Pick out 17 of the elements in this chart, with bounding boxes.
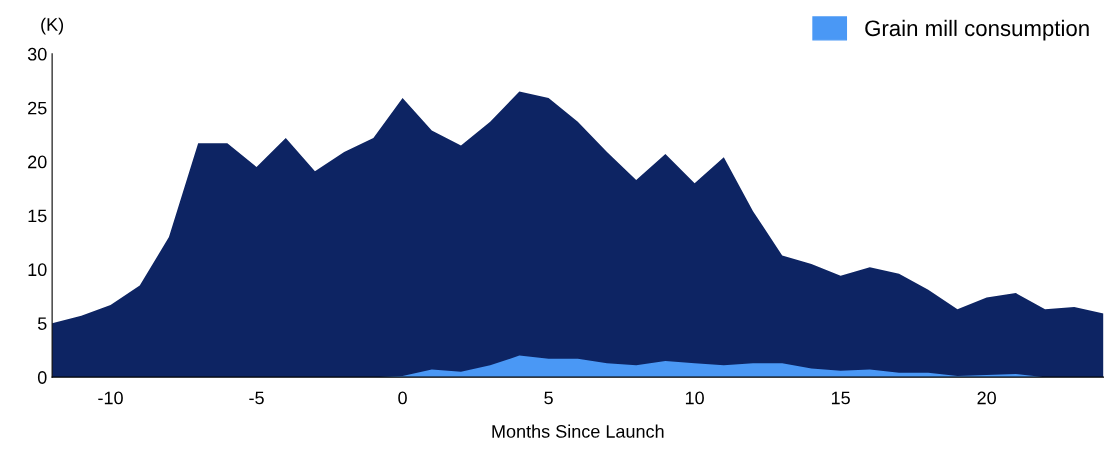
x-tick-label: -10 bbox=[98, 391, 123, 405]
y-tick-label: 25 bbox=[28, 101, 47, 115]
y-tick-label: 10 bbox=[28, 263, 47, 277]
y-tick-label: 15 bbox=[28, 209, 47, 223]
x-axis-title: Months Since Launch bbox=[492, 424, 664, 438]
y-tick-label: 5 bbox=[37, 317, 47, 330]
x-tick-label: 15 bbox=[831, 391, 850, 405]
x-tick-label: 5 bbox=[544, 391, 553, 405]
legend-label: Grain mill consumption bbox=[865, 19, 1089, 41]
x-tick-label: 0 bbox=[398, 391, 407, 405]
x-tick-label: -5 bbox=[249, 391, 264, 405]
y-tick-label: 0 bbox=[37, 371, 47, 384]
x-tick-label: 10 bbox=[685, 391, 704, 405]
x-tick-label: 20 bbox=[977, 391, 996, 405]
text: (K) bbox=[41, 17, 64, 35]
y-tick-label: 30 bbox=[27, 47, 47, 61]
y-tick-label: 20 bbox=[28, 155, 47, 169]
